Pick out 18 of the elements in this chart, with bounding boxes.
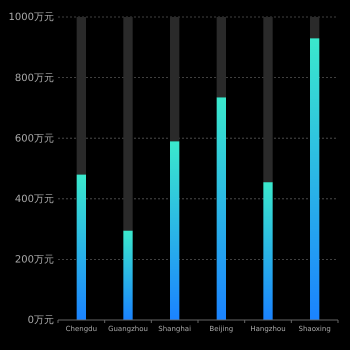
bar [170,141,180,320]
y-tick-label: 800万元 [14,72,54,84]
y-tick-label: 0万元 [28,315,54,326]
bar [310,38,320,320]
y-tick-label: 200万元 [14,254,54,266]
bar [170,17,180,142]
bar [263,182,273,320]
bar [263,17,273,182]
bar [216,17,226,98]
y-tick-label: 600万元 [14,133,54,144]
bar [216,97,226,320]
bar [123,17,133,231]
bar [76,17,86,175]
bar [123,230,133,320]
y-tick-label: 400万元 [14,194,54,205]
bar [310,17,320,38]
bar [76,174,86,320]
y-tick-label: 1000万元 [8,12,54,24]
